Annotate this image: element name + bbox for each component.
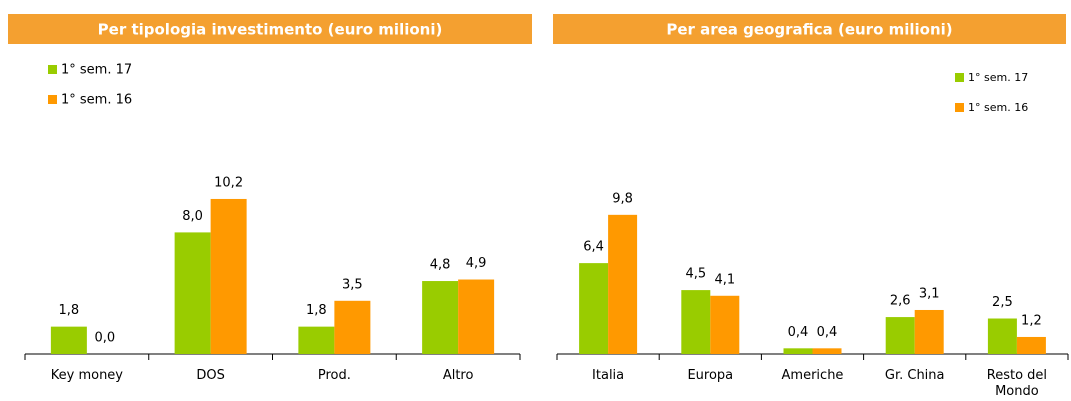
bar bbox=[210, 198, 247, 354]
value-label: 9,8 bbox=[612, 191, 633, 206]
value-label: 4,9 bbox=[466, 256, 487, 271]
bar bbox=[914, 309, 944, 354]
x-tick-label: Key money bbox=[50, 368, 123, 383]
x-tick-label: Resto del Mondo bbox=[986, 368, 1048, 399]
bar bbox=[608, 214, 638, 354]
value-label: 3,5 bbox=[342, 277, 363, 292]
x-tick-label: Gr. China bbox=[884, 368, 945, 383]
x-tick-label: Americhe bbox=[781, 368, 844, 383]
legend-swatch bbox=[48, 65, 57, 74]
value-label: 10,2 bbox=[214, 175, 243, 190]
title-band bbox=[8, 14, 532, 44]
bar bbox=[710, 295, 740, 354]
bar bbox=[298, 326, 335, 354]
x-tick-label: Italia bbox=[592, 368, 625, 383]
legend-swatch bbox=[955, 73, 964, 82]
x-tick-label: Prod. bbox=[317, 368, 351, 383]
legend-label: 1° sem. 16 bbox=[968, 101, 1028, 114]
bar bbox=[579, 263, 609, 354]
value-label: 8,0 bbox=[182, 209, 203, 224]
bar bbox=[987, 318, 1017, 354]
value-label: 1,8 bbox=[59, 303, 80, 318]
bar bbox=[885, 317, 915, 354]
title-band bbox=[553, 14, 1066, 44]
legend-label: 1° sem. 17 bbox=[61, 63, 132, 78]
x-tick-label: DOS bbox=[196, 368, 225, 383]
value-label: 2,5 bbox=[992, 295, 1013, 310]
value-label: 4,5 bbox=[685, 267, 706, 282]
value-label: 6,4 bbox=[583, 240, 604, 255]
bar bbox=[334, 300, 371, 354]
bar bbox=[812, 348, 842, 354]
legend-swatch bbox=[955, 103, 964, 112]
value-label: 0,0 bbox=[95, 331, 116, 346]
value-label: 1,2 bbox=[1021, 313, 1042, 328]
bar bbox=[422, 281, 459, 354]
bar bbox=[1016, 336, 1046, 354]
x-tick-label: Europa bbox=[687, 368, 734, 383]
legend-label: 1° sem. 16 bbox=[61, 93, 132, 108]
value-label: 4,8 bbox=[430, 258, 451, 273]
chart-title: Per area geografica (euro milioni) bbox=[666, 21, 952, 39]
value-label: 2,6 bbox=[890, 294, 911, 309]
bar bbox=[681, 290, 711, 354]
x-tick-label: Altro bbox=[442, 368, 474, 383]
chart-title: Per tipologia investimento (euro milioni… bbox=[98, 21, 443, 39]
value-label: 3,1 bbox=[919, 286, 940, 301]
bar bbox=[458, 279, 495, 354]
value-label: 0,4 bbox=[817, 325, 838, 340]
value-label: 4,1 bbox=[714, 272, 735, 287]
bar bbox=[50, 326, 87, 354]
value-label: 1,8 bbox=[306, 303, 327, 318]
bar bbox=[174, 232, 211, 354]
bar bbox=[783, 348, 813, 354]
legend-label: 1° sem. 17 bbox=[968, 71, 1028, 84]
value-label: 0,4 bbox=[788, 325, 809, 340]
legend-swatch bbox=[48, 95, 57, 104]
